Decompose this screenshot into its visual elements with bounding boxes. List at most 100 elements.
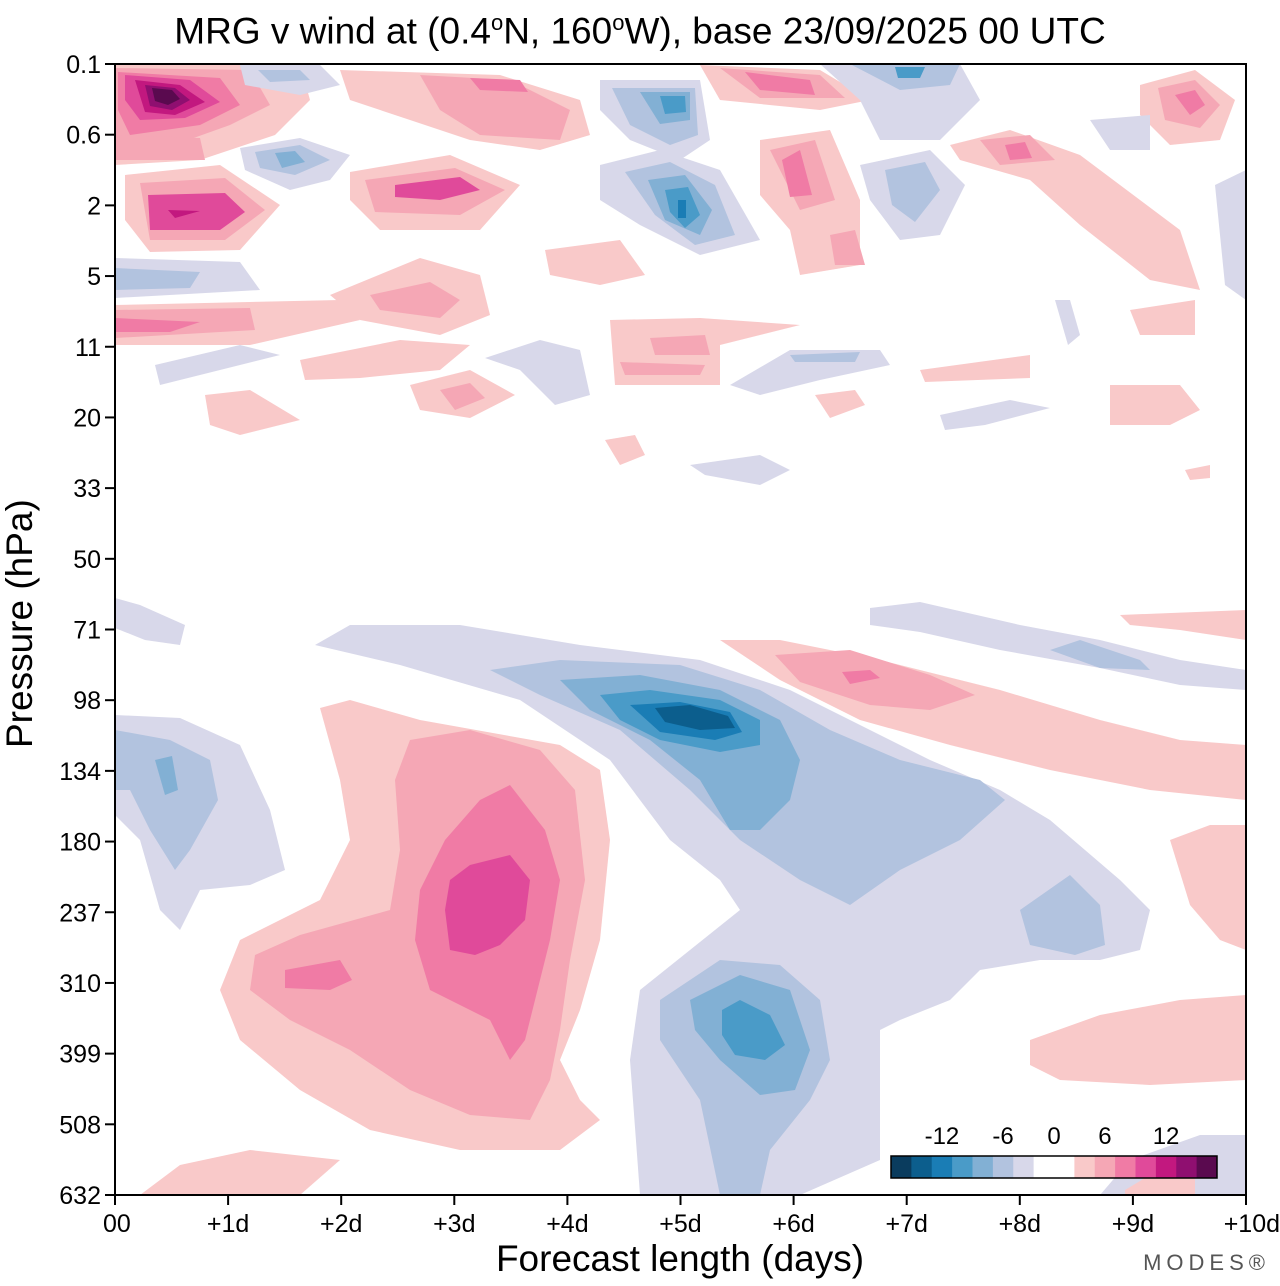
y-axis-label: Pressure (hPa)	[0, 499, 40, 748]
contour-medblue	[155, 756, 178, 795]
contour-lightpink	[950, 130, 1200, 290]
legend-swatch	[1135, 1156, 1157, 1178]
contour-lightpink	[1030, 995, 1246, 1085]
contour-magenta-small	[782, 150, 812, 197]
contour-blue	[1020, 875, 1105, 955]
contour-lightblue	[940, 400, 1050, 430]
y-tick-label: 632	[59, 1182, 101, 1210]
contour-lightblue	[115, 598, 185, 645]
contour-lightblue	[485, 340, 590, 405]
contour-steelblue	[660, 96, 686, 114]
legend-swatch	[1155, 1156, 1177, 1178]
y-tick-label: 98	[73, 687, 101, 715]
contour-lightblue	[1090, 115, 1150, 150]
contour-blue	[885, 162, 940, 222]
legend: -12 -6 0 6 12	[890, 1123, 1218, 1179]
legend-label: -6	[992, 1123, 1013, 1150]
legend-swatch	[1074, 1156, 1096, 1178]
contour-magenta	[395, 177, 480, 200]
contour-pink-strip	[115, 135, 205, 160]
contour-lightpink	[1130, 300, 1195, 335]
y-tick-label: 2	[87, 192, 101, 220]
contour-lightpink	[1110, 385, 1200, 425]
contour-magenta-small	[115, 318, 200, 332]
contour-lightpink	[140, 1150, 340, 1195]
y-axis-ticks: 0.1 0.6 2 5 11 20 33 50 71 98 134 180 237 310 399 508 63…	[59, 51, 115, 1210]
legend-label: 6	[1098, 1123, 1111, 1150]
contour-lightpink	[545, 240, 645, 285]
axes: 00 +1d +2d +3d +4d +5d +6d +7d +8d +9d +10d 0.1 0.6…	[59, 51, 1280, 1238]
contour-field	[115, 64, 1246, 1195]
contour-lightpink	[1170, 825, 1246, 950]
contour-darkblue-core	[655, 705, 735, 730]
contour-blue	[115, 730, 218, 870]
contour-magenta-small	[285, 960, 352, 990]
x-axis-label: Forecast length (days)	[495, 1238, 865, 1279]
legend-swatch	[931, 1156, 953, 1178]
x-tick-label: +2d	[320, 1210, 362, 1238]
contour-pink	[440, 383, 485, 410]
legend-swatch	[1115, 1156, 1136, 1178]
legend-swatch	[992, 1156, 1014, 1178]
contour-lightpink	[605, 435, 645, 465]
contour-medblue	[895, 67, 925, 78]
contour-lightpink	[920, 355, 1030, 382]
contour-lightblue	[315, 625, 1150, 1195]
legend-swatch	[1033, 1156, 1055, 1178]
contour-medblue	[275, 151, 305, 168]
x-tick-label: +7d	[885, 1210, 927, 1238]
contour-lightblue	[690, 455, 790, 485]
y-tick-label: 0.1	[66, 51, 101, 79]
x-tick-label: +8d	[999, 1210, 1041, 1238]
modes-logo: MODES®	[1143, 1250, 1270, 1275]
contour-lightpink	[1125, 1175, 1195, 1195]
contour-pink	[775, 650, 975, 710]
contour-pink	[420, 75, 570, 140]
x-tick-label: +9d	[1112, 1210, 1154, 1238]
x-tick-label: +1d	[207, 1210, 249, 1238]
legend-swatches	[891, 1156, 1218, 1178]
contour-lightblue	[155, 345, 280, 385]
y-tick-label: 508	[59, 1111, 101, 1139]
legend-swatch	[952, 1156, 973, 1178]
legend-labels: -12 -6 0 6 12	[925, 1123, 1180, 1150]
contour-blue-core	[678, 200, 686, 218]
y-tick-label: 399	[59, 1041, 101, 1069]
contour-magenta-small	[1175, 90, 1205, 115]
contour-lightblue	[1215, 170, 1246, 300]
x-tick-label: +3d	[433, 1210, 475, 1238]
contour-blue	[1050, 640, 1150, 670]
legend-swatch	[1196, 1156, 1218, 1178]
contour-pink	[650, 335, 710, 355]
legend-label: -12	[925, 1123, 960, 1150]
contour-darkmagenta	[168, 210, 200, 218]
contour-pink	[370, 282, 460, 318]
contour-lightblue	[870, 602, 1246, 690]
x-tick-label: +5d	[659, 1210, 701, 1238]
legend-swatch	[1013, 1156, 1035, 1178]
contour-lightpink	[300, 340, 470, 380]
legend-swatch	[1176, 1156, 1198, 1178]
contour-blue	[790, 352, 860, 362]
y-tick-label: 0.6	[66, 122, 101, 150]
contour-blue	[258, 70, 310, 82]
contour-lightpink	[815, 390, 865, 418]
y-tick-label: 11	[75, 334, 101, 362]
contour-pink	[620, 362, 705, 375]
contour-darkpurple	[152, 88, 180, 105]
contour-magenta-small	[842, 670, 880, 684]
x-axis-ticks: 00 +1d +2d +3d +4d +5d +6d +7d +8d +9d +10d	[103, 1195, 1280, 1238]
contour-lightpink	[1185, 465, 1210, 480]
y-tick-label: 134	[59, 758, 101, 786]
contour-magenta	[445, 855, 530, 955]
chart-title: MRG v wind at (0.4oN, 160oW), base 23/09…	[174, 10, 1106, 52]
contour-blue	[115, 268, 200, 290]
legend-swatch	[911, 1156, 933, 1178]
legend-label: 0	[1047, 1123, 1060, 1150]
y-tick-label: 71	[73, 617, 101, 645]
contour-pink	[830, 230, 865, 265]
x-tick-label: 00	[103, 1210, 131, 1238]
legend-swatch	[972, 1156, 994, 1178]
y-tick-label: 180	[59, 829, 101, 857]
contour-magenta-small	[745, 72, 815, 95]
